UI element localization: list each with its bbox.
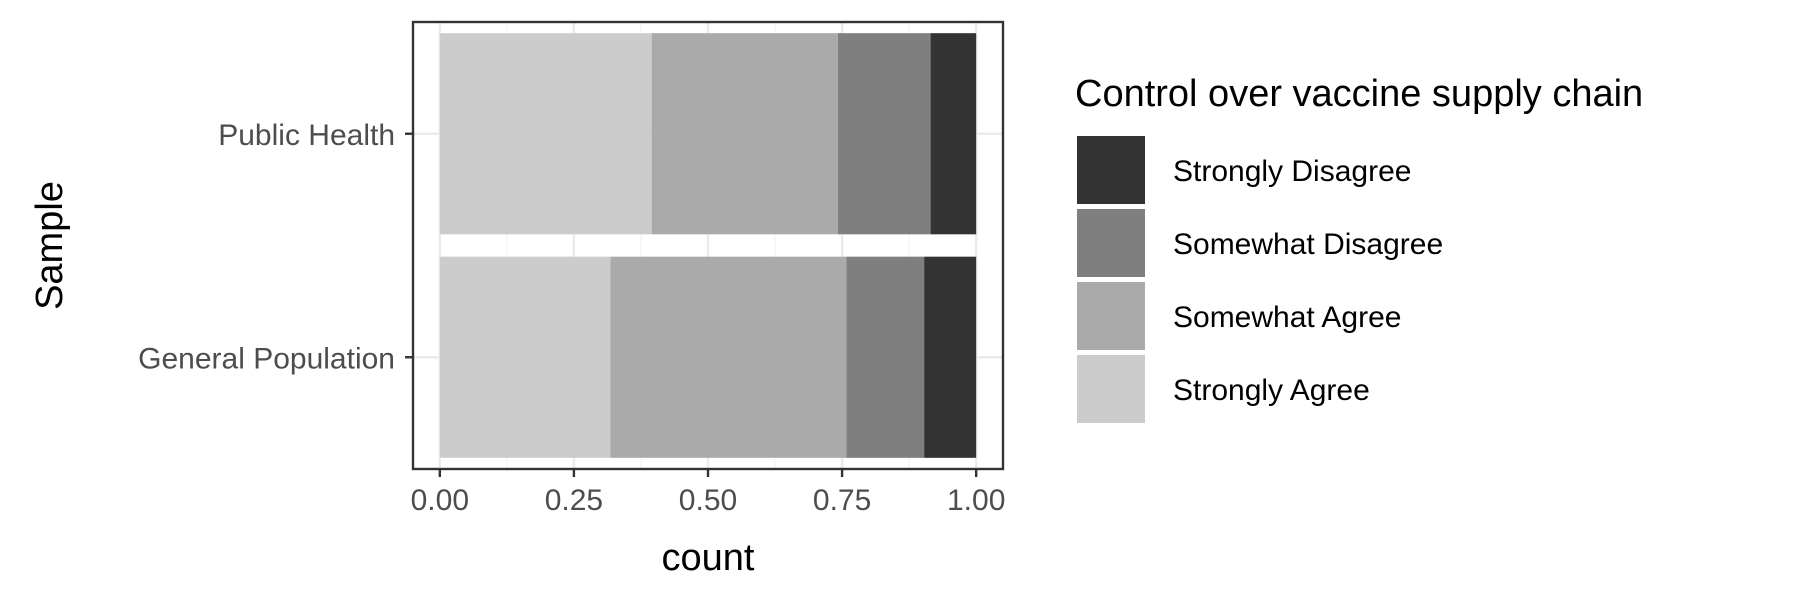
bar-public-health-strongly-disagree bbox=[930, 33, 977, 235]
x-axis-ticks: 0.00 0.25 0.50 0.75 1.00 bbox=[411, 469, 1005, 517]
y-axis-title: Sample bbox=[29, 181, 71, 310]
y-axis-ticks: Public Health General Population bbox=[138, 119, 413, 375]
legend-label-somewhat-agree: Somewhat Agree bbox=[1173, 301, 1401, 334]
legend-items: Strongly Disagree Somewhat Disagree Somewh… bbox=[1077, 136, 1443, 423]
x-tick-label: 0.00 bbox=[411, 484, 469, 517]
bar-segments bbox=[439, 33, 977, 458]
y-tick-label-general-population: General Population bbox=[138, 342, 395, 375]
y-tick-label-public-health: Public Health bbox=[218, 119, 395, 152]
x-axis-title: count bbox=[662, 537, 755, 579]
x-tick-label: 1.00 bbox=[947, 484, 1005, 517]
legend-label-strongly-agree: Strongly Agree bbox=[1173, 374, 1370, 407]
legend-key-somewhat-agree bbox=[1077, 282, 1145, 350]
legend-key-somewhat-disagree bbox=[1077, 209, 1145, 277]
bar-public-health-somewhat-disagree bbox=[837, 33, 931, 235]
x-tick-label: 0.75 bbox=[813, 484, 871, 517]
legend-label-strongly-disagree: Strongly Disagree bbox=[1173, 155, 1411, 188]
bar-public-health-somewhat-agree bbox=[651, 33, 838, 235]
bar-general-population-strongly-disagree bbox=[924, 256, 977, 458]
legend: Control over vaccine supply chain Strong… bbox=[1075, 73, 1643, 423]
legend-title: Control over vaccine supply chain bbox=[1075, 73, 1643, 115]
x-tick-label: 0.50 bbox=[679, 484, 737, 517]
bar-public-health-strongly-agree bbox=[439, 33, 652, 235]
bar-general-population-strongly-agree bbox=[439, 256, 611, 458]
legend-key-strongly-disagree bbox=[1077, 136, 1145, 204]
legend-key-strongly-agree bbox=[1077, 355, 1145, 423]
bar-general-population-somewhat-agree bbox=[610, 256, 847, 458]
x-tick-label: 0.25 bbox=[545, 484, 603, 517]
legend-label-somewhat-disagree: Somewhat Disagree bbox=[1173, 228, 1443, 261]
bar-general-population-somewhat-disagree bbox=[846, 256, 925, 458]
